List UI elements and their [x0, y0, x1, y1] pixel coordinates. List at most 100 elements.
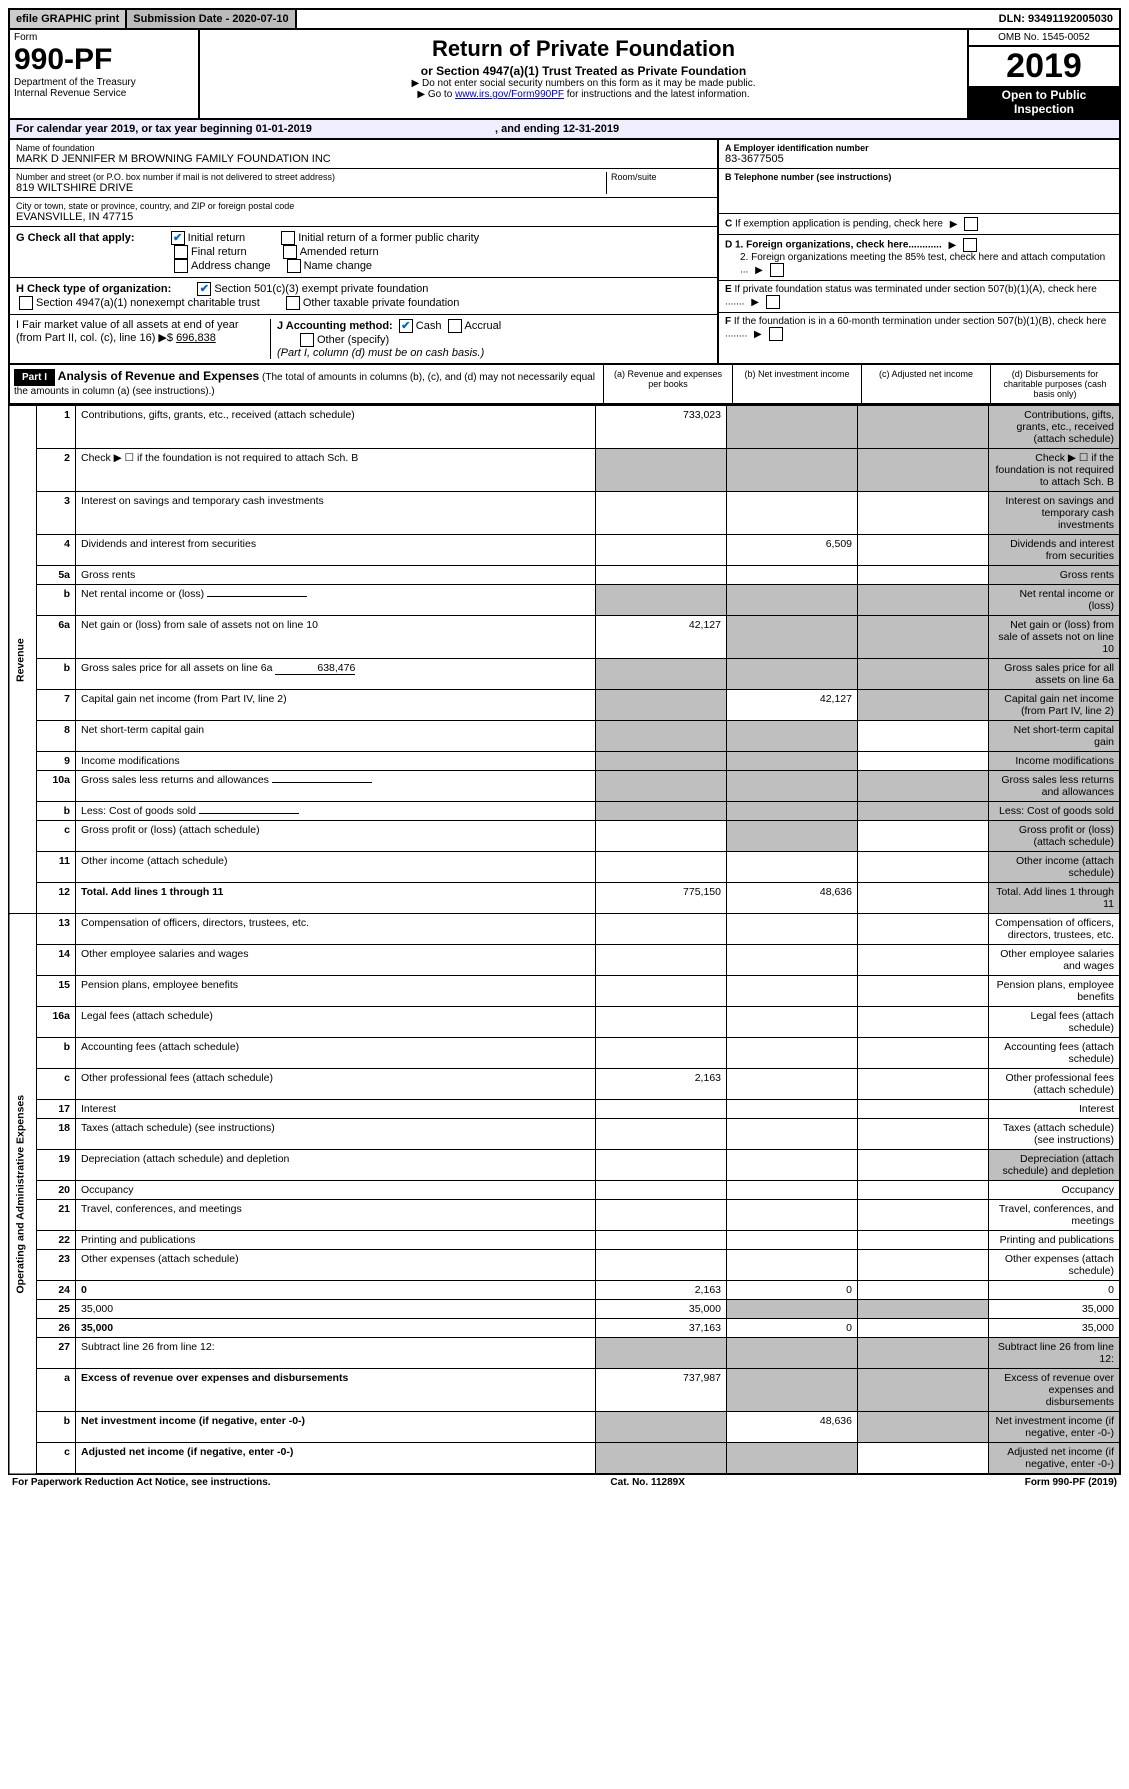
value-cell-b — [727, 945, 858, 976]
cat-number: Cat. No. 11289X — [610, 1477, 684, 1488]
value-cell-d: Income modifications — [989, 752, 1121, 771]
line-number: 6a — [37, 616, 76, 659]
initial-former-checkbox[interactable] — [281, 231, 295, 245]
other-taxable-checkbox[interactable] — [286, 296, 300, 310]
final-return-checkbox[interactable] — [174, 245, 188, 259]
value-cell-b — [727, 1038, 858, 1069]
value-cell-d: Net rental income or (loss) — [989, 585, 1121, 616]
table-row: 11Other income (attach schedule)Other in… — [9, 852, 1120, 883]
address-change-checkbox[interactable] — [174, 259, 188, 273]
value-cell-c — [858, 1300, 989, 1319]
table-row: 7Capital gain net income (from Part IV, … — [9, 690, 1120, 721]
foreign-org-checkbox[interactable] — [963, 238, 977, 252]
value-cell-b — [727, 802, 858, 821]
value-cell-a: 37,163 — [596, 1319, 727, 1338]
line-description: Net gain or (loss) from sale of assets n… — [76, 616, 596, 659]
4947-checkbox[interactable] — [19, 296, 33, 310]
cash-checkbox[interactable]: ✔ — [399, 319, 413, 333]
name-change-checkbox[interactable] — [287, 259, 301, 273]
address-cell: Number and street (or P.O. box number if… — [10, 169, 717, 198]
value-cell-a — [596, 1443, 727, 1475]
line-description: Dividends and interest from securities — [76, 535, 596, 566]
value-cell-c — [858, 1231, 989, 1250]
501c3-checkbox[interactable]: ✔ — [197, 282, 211, 296]
value-cell-c — [858, 945, 989, 976]
value-cell-c — [858, 821, 989, 852]
form-header: Form 990-PF Department of the Treasury I… — [8, 30, 1121, 120]
fmv-value: 696,838 — [176, 332, 216, 344]
table-row: Operating and Administrative Expenses13C… — [9, 914, 1120, 945]
value-cell-a — [596, 945, 727, 976]
table-row: 20OccupancyOccupancy — [9, 1181, 1120, 1200]
amended-checkbox[interactable] — [283, 245, 297, 259]
value-cell-a — [596, 721, 727, 752]
value-cell-c — [858, 585, 989, 616]
line-number: b — [37, 585, 76, 616]
value-cell-c — [858, 1281, 989, 1300]
value-cell-c — [858, 1338, 989, 1369]
value-cell-c — [858, 659, 989, 690]
value-cell-c — [858, 1412, 989, 1443]
initial-return-checkbox[interactable]: ✔ — [171, 231, 185, 245]
exemption-pending-checkbox[interactable] — [964, 217, 978, 231]
line-description: Net rental income or (loss) — [76, 585, 596, 616]
part-label: Part I — [14, 369, 55, 386]
value-cell-b — [727, 492, 858, 535]
footer: For Paperwork Reduction Act Notice, see … — [8, 1475, 1121, 1490]
table-row: bGross sales price for all assets on lin… — [9, 659, 1120, 690]
other-method-checkbox[interactable] — [300, 333, 314, 347]
value-cell-c — [858, 1119, 989, 1150]
value-cell-b: 0 — [727, 1319, 858, 1338]
f-cell: F F If the foundation is in a 60-month t… — [719, 313, 1119, 344]
paperwork-notice: For Paperwork Reduction Act Notice, see … — [12, 1477, 271, 1488]
value-cell-b — [727, 914, 858, 945]
value-cell-c — [858, 852, 989, 883]
value-cell-d: Other professional fees (attach schedule… — [989, 1069, 1121, 1100]
value-cell-d: Dividends and interest from securities — [989, 535, 1121, 566]
value-cell-c — [858, 1369, 989, 1412]
value-cell-a: 775,150 — [596, 883, 727, 914]
value-cell-c — [858, 771, 989, 802]
value-cell-d: Capital gain net income (from Part IV, l… — [989, 690, 1121, 721]
value-cell-a: 737,987 — [596, 1369, 727, 1412]
dln-number: DLN: 93491192005030 — [993, 10, 1119, 28]
value-cell-d: Other expenses (attach schedule) — [989, 1250, 1121, 1281]
value-cell-c — [858, 1007, 989, 1038]
line-description: Other employee salaries and wages — [76, 945, 596, 976]
tax-year: 2019 — [969, 47, 1119, 86]
table-row: 2402,16300 — [9, 1281, 1120, 1300]
line-description: Other income (attach schedule) — [76, 852, 596, 883]
line-description: Less: Cost of goods sold — [76, 802, 596, 821]
line-number: 26 — [37, 1319, 76, 1338]
accrual-checkbox[interactable] — [448, 319, 462, 333]
line-description: Subtract line 26 from line 12: — [76, 1338, 596, 1369]
status-terminated-checkbox[interactable] — [766, 295, 780, 309]
line-description: Adjusted net income (if negative, enter … — [76, 1443, 596, 1475]
line-description: Contributions, gifts, grants, etc., rece… — [76, 406, 596, 449]
60month-checkbox[interactable] — [769, 327, 783, 341]
irs-link[interactable]: www.irs.gov/Form990PF — [455, 89, 564, 100]
line-description: Gross sales less returns and allowances — [76, 771, 596, 802]
efile-print-button[interactable]: efile GRAPHIC print — [10, 10, 127, 28]
value-cell-a — [596, 1007, 727, 1038]
value-cell-b — [727, 449, 858, 492]
value-cell-b — [727, 1250, 858, 1281]
table-row: Revenue1Contributions, gifts, grants, et… — [9, 406, 1120, 449]
value-cell-d: Gross rents — [989, 566, 1121, 585]
value-cell-a — [596, 1412, 727, 1443]
line-number: 23 — [37, 1250, 76, 1281]
section-label: Operating and Administrative Expenses — [9, 914, 37, 1475]
value-cell-a — [596, 585, 727, 616]
col-c-header: (c) Adjusted net income — [861, 365, 990, 403]
value-cell-a: 35,000 — [596, 1300, 727, 1319]
foreign-85-checkbox[interactable] — [770, 263, 784, 277]
table-row: bLess: Cost of goods sold Less: Cost of … — [9, 802, 1120, 821]
value-cell-c — [858, 449, 989, 492]
value-cell-b — [727, 585, 858, 616]
line-number: c — [37, 1443, 76, 1475]
line-description: 0 — [76, 1281, 596, 1300]
line-number: 21 — [37, 1200, 76, 1231]
value-cell-a — [596, 535, 727, 566]
table-row: bAccounting fees (attach schedule)Accoun… — [9, 1038, 1120, 1069]
d-cell: D 1. Foreign organizations, check here..… — [719, 235, 1119, 281]
